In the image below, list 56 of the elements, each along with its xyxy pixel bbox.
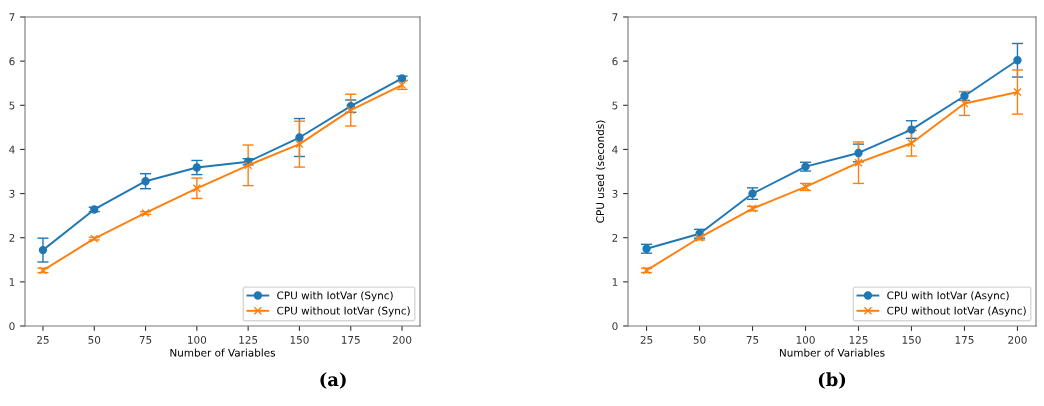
point: [192, 184, 202, 193]
x-tick-label: 200: [392, 335, 412, 344]
x-tick-label: 150: [290, 335, 309, 344]
legend-label: CPU with IotVar (Sync): [277, 291, 393, 302]
y-tick-label: 7: [612, 13, 618, 21]
text: (a): [320, 372, 346, 389]
x-tick-label: 75: [139, 336, 152, 344]
y-tick-label: 1: [612, 278, 618, 286]
x-tick-label: 100: [188, 335, 207, 344]
point: [1013, 56, 1022, 65]
y-tick-label: 4: [612, 145, 618, 154]
x-tick-label: 125: [239, 335, 258, 344]
point: [141, 177, 150, 186]
y-tick-label: 6: [612, 57, 618, 66]
point: [295, 133, 304, 142]
x-tick-label: 50: [693, 335, 706, 344]
y-axis-title: CPU used (seconds): [596, 120, 606, 223]
x-tick-label: 150: [902, 335, 921, 344]
point: [854, 158, 863, 167]
legend-label: CPU without IotVar (Sync): [277, 306, 410, 317]
point: [960, 99, 969, 108]
point: [907, 139, 916, 148]
y-tick-label: 6: [9, 57, 15, 66]
x-axis-title: Number of Variables: [779, 348, 885, 357]
y-tick-label: 3: [9, 189, 15, 198]
y-tick-label: 5: [612, 101, 618, 110]
text: (b): [818, 372, 846, 389]
point: [243, 161, 253, 170]
y-tick-label: 2: [612, 233, 618, 242]
point: [295, 139, 304, 149]
y-tick-label: 3: [612, 189, 618, 198]
legend-label: CPU with IotVar (Async): [887, 291, 1009, 302]
x-axis-title: Number of Variables: [170, 348, 276, 357]
x-tick-label: 50: [88, 335, 101, 344]
x-tick-label: 200: [1008, 335, 1027, 344]
y-tick-label: 0: [9, 322, 15, 331]
x-tick-label: 25: [37, 335, 49, 344]
point: [854, 148, 863, 158]
x-tick-label: 75: [746, 336, 759, 344]
x-tick-label: 100: [796, 335, 815, 344]
point: [346, 105, 355, 115]
y-tick-label: 2: [9, 233, 15, 242]
y-tick-label: 0: [612, 322, 618, 331]
x-tick-label: 175: [955, 336, 974, 344]
y-tick-label: 1: [9, 278, 15, 286]
point: [38, 245, 48, 255]
y-tick-label: 4: [9, 145, 15, 154]
point: [192, 163, 202, 172]
y-tick-label: 5: [9, 101, 15, 110]
y-tick-label: 7: [9, 13, 15, 21]
x-tick-label: 25: [640, 335, 653, 344]
legend-label: CPU without IotVar (Async): [887, 306, 1026, 317]
point: [1013, 87, 1022, 97]
point: [907, 125, 916, 134]
x-tick-label: 175: [341, 336, 360, 344]
x-tick-label: 125: [849, 335, 868, 344]
